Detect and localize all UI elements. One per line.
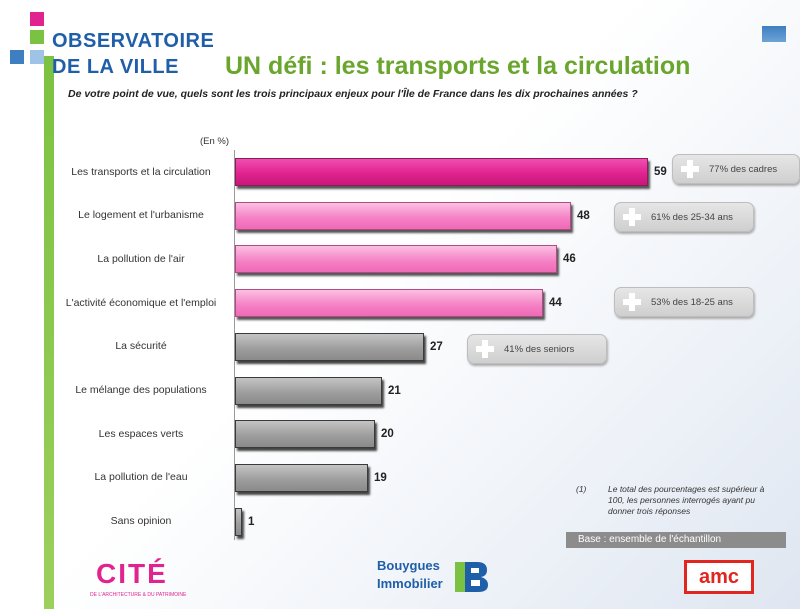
footnote-text: Le total des pourcentages est supérieur … [608, 484, 765, 516]
callout-text: 41% des seniors [504, 343, 575, 355]
plus-icon [474, 338, 496, 360]
left-accent-stripe [44, 56, 54, 609]
bouygues-logo: Bouygues Immobilier [375, 556, 495, 600]
bar [235, 289, 543, 318]
subgroup-callout: 77% des cadres [672, 154, 800, 184]
bar [235, 420, 375, 449]
cite-logo: CITÉ DE L'ARCHITECTURE & DU PATRIMOINE [88, 556, 198, 600]
category-label: Le logement et l'urbanisme [78, 209, 204, 222]
plus-icon [621, 206, 643, 228]
category-axis [234, 150, 235, 540]
logo-square-blue [10, 50, 24, 64]
category-label: La pollution de l'eau [94, 471, 188, 484]
value-label: 59 [654, 166, 667, 178]
unit-label: (En %) [200, 136, 230, 147]
logo-text-line1: OBSERVATOIRE [52, 30, 215, 52]
bar [235, 376, 382, 405]
logo-text-line2: DE LA VILLE [52, 56, 179, 78]
value-label: 1 [248, 515, 255, 528]
bouygues-b-icon [455, 562, 488, 592]
value-label: 21 [388, 384, 401, 397]
value-label: 48 [577, 209, 590, 222]
subgroup-callout: 41% des seniors [467, 334, 607, 364]
bar [235, 507, 242, 536]
plus-icon [679, 158, 701, 180]
survey-question: De votre point de vue, quels sont les tr… [68, 88, 638, 100]
cite-logo-text: CITÉ [96, 558, 168, 589]
callout-text: 61% des 25-34 ans [651, 211, 733, 223]
value-label: 27 [430, 340, 443, 353]
logo-square-pink [30, 12, 44, 26]
page-title: UN défi : les transports et la circulati… [225, 52, 691, 80]
value-label: 20 [381, 428, 394, 441]
bouygues-logo-line2: Immobilier [377, 576, 443, 591]
logo-square-green [30, 30, 44, 44]
plus-icon [621, 291, 643, 313]
category-label: Les espaces verts [98, 427, 184, 440]
observatoire-logo: OBSERVATOIRE DE LA VILLE [4, 8, 224, 78]
corner-decoration [762, 26, 786, 42]
bar [235, 332, 424, 361]
bar [235, 158, 648, 186]
category-label: Les transports et la circulation [71, 165, 211, 178]
cite-logo-subtext: DE L'ARCHITECTURE & DU PATRIMOINE [90, 592, 187, 598]
bar [235, 463, 368, 492]
amc-logo: amc [684, 560, 754, 594]
category-label: Le mélange des populations [75, 384, 207, 396]
subgroup-callout: 61% des 25-34 ans [614, 202, 754, 232]
callout-text: 77% des cadres [709, 163, 778, 175]
bouygues-logo-line1: Bouygues [377, 558, 440, 573]
category-label: La pollution de l'air [97, 252, 185, 265]
base-label: Base : ensemble de l'échantillon [566, 532, 786, 548]
category-label: Sans opinion [110, 515, 172, 528]
bar [235, 201, 571, 230]
value-label: 44 [549, 297, 562, 310]
value-label: 46 [563, 253, 576, 266]
category-label: La sécurité [115, 340, 167, 353]
bar [235, 245, 557, 274]
subgroup-callout: 53% des 18-25 ans [614, 287, 754, 317]
category-label: L'activité économique et l'emploi [65, 296, 217, 309]
logo-square-lightblue [30, 50, 44, 64]
footnote-mark: (1) [576, 484, 587, 494]
callout-text: 53% des 18-25 ans [651, 296, 733, 308]
value-label: 19 [374, 471, 387, 484]
